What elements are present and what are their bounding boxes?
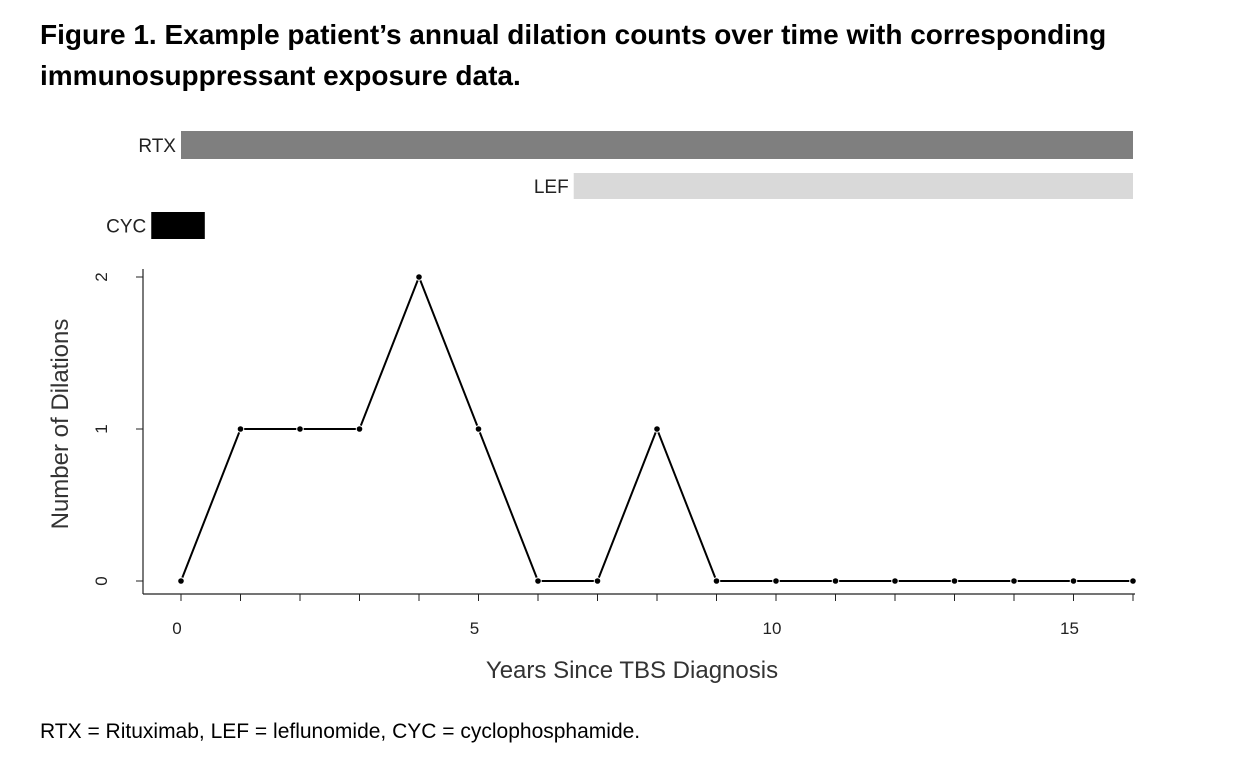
data-point [951,578,958,584]
x-tick-label: 0 [172,619,181,638]
x-axis-label: Years Since TBS Diagnosis [486,657,778,684]
figure-title: Figure 1. Example patient’s annual dilat… [40,14,1220,96]
x-tick-label: 10 [763,619,782,638]
figure-title-line-1: Figure 1. Example patient’s annual dilat… [40,19,1107,50]
y-tick-label: 2 [92,272,111,281]
lef-exposure-label: LEF [534,177,569,198]
data-point [297,426,303,432]
data-point [1070,578,1077,584]
x-tick-label: 15 [1060,619,1079,638]
axes: 0 5 10 15 0 1 2 [92,269,1135,638]
x-tick-label: 5 [470,619,479,638]
figure-title-line-2: immunosuppressant exposure data. [40,60,521,91]
data-point [892,578,898,584]
rtx-exposure-label: RTX [138,136,176,157]
lef-exposure-bar [573,173,1133,199]
data-point [713,578,720,584]
y-tick-label: 0 [92,576,111,585]
data-point [475,426,482,432]
data-point [1011,578,1017,584]
data-point [654,426,660,432]
y-tick-label: 1 [92,424,111,433]
data-point [535,578,541,584]
y-axis-label: Number of Dilations [47,319,74,530]
rtx-exposure-bar [181,131,1133,159]
data-point [1130,578,1136,584]
data-point [773,578,779,584]
data-point [416,274,422,280]
data-point [237,426,244,432]
cyc-exposure-label: CYC [106,217,146,238]
figure-caption: RTX = Rituximab, LEF = leflunomide, CYC … [40,720,641,743]
data-point [356,426,363,432]
data-point [178,578,184,584]
dilation-series [177,273,1137,585]
exposure-bars: RTX LEF CYC [106,131,1133,239]
cyc-exposure-bar [151,212,205,239]
data-point [594,578,601,584]
data-point [832,578,839,584]
